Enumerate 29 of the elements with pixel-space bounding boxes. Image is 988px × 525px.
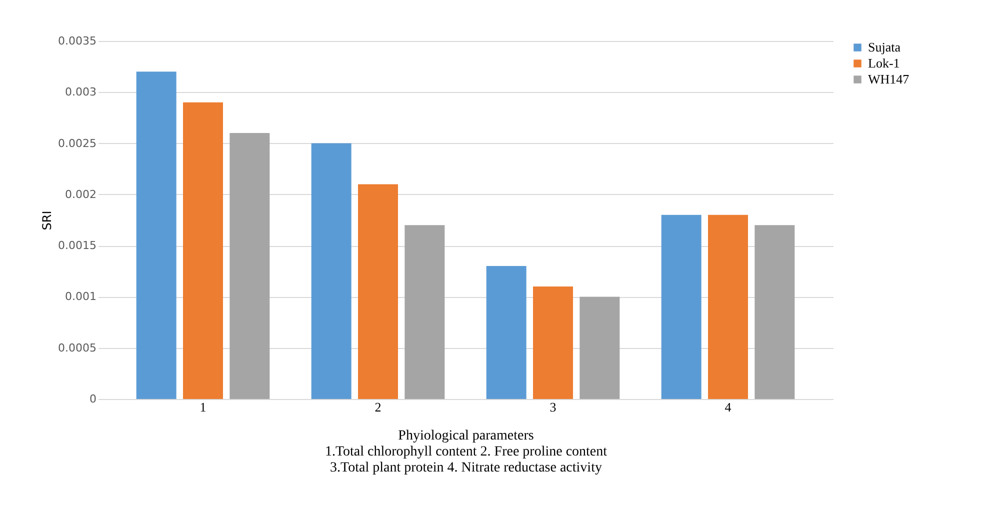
bar [661, 214, 702, 399]
legend-label: WH147 [868, 72, 910, 86]
bar [136, 72, 176, 399]
y-tick-label: 0.0005 [58, 341, 96, 354]
bar [358, 184, 398, 399]
y-tick-label: 0.0035 [58, 34, 96, 48]
bar [311, 143, 352, 399]
bar [580, 296, 620, 399]
legend-label: Lok-1 [868, 56, 900, 70]
bar [404, 225, 445, 399]
y-axis-title: SRI [40, 210, 54, 230]
x-tick-label: 4 [724, 400, 732, 414]
x-tick-label: 3 [550, 400, 556, 414]
y-tick-label: 0.0025 [58, 136, 96, 150]
y-tick-label: 0.003 [65, 86, 96, 99]
bar [230, 133, 270, 399]
y-tick-label: 0.001 [65, 290, 96, 304]
bar [183, 102, 223, 399]
legend-label: Sujata [868, 40, 901, 54]
bar [533, 286, 573, 399]
x-tick-label: 2 [374, 400, 382, 414]
y-tick-label: 0.002 [65, 188, 96, 201]
y-tick-label: 0.0015 [58, 239, 96, 252]
y-tick-label: 0 [90, 392, 96, 406]
x-axis-title: Phyiological parameters 1.Total chlorophyll content 2. Free proline content 3.Total plant protein 4. Nitrate reductase activity [324, 428, 608, 476]
bar [708, 214, 748, 399]
bar [754, 225, 795, 399]
x-tick-label: 1 [200, 400, 206, 414]
bar [486, 266, 526, 399]
